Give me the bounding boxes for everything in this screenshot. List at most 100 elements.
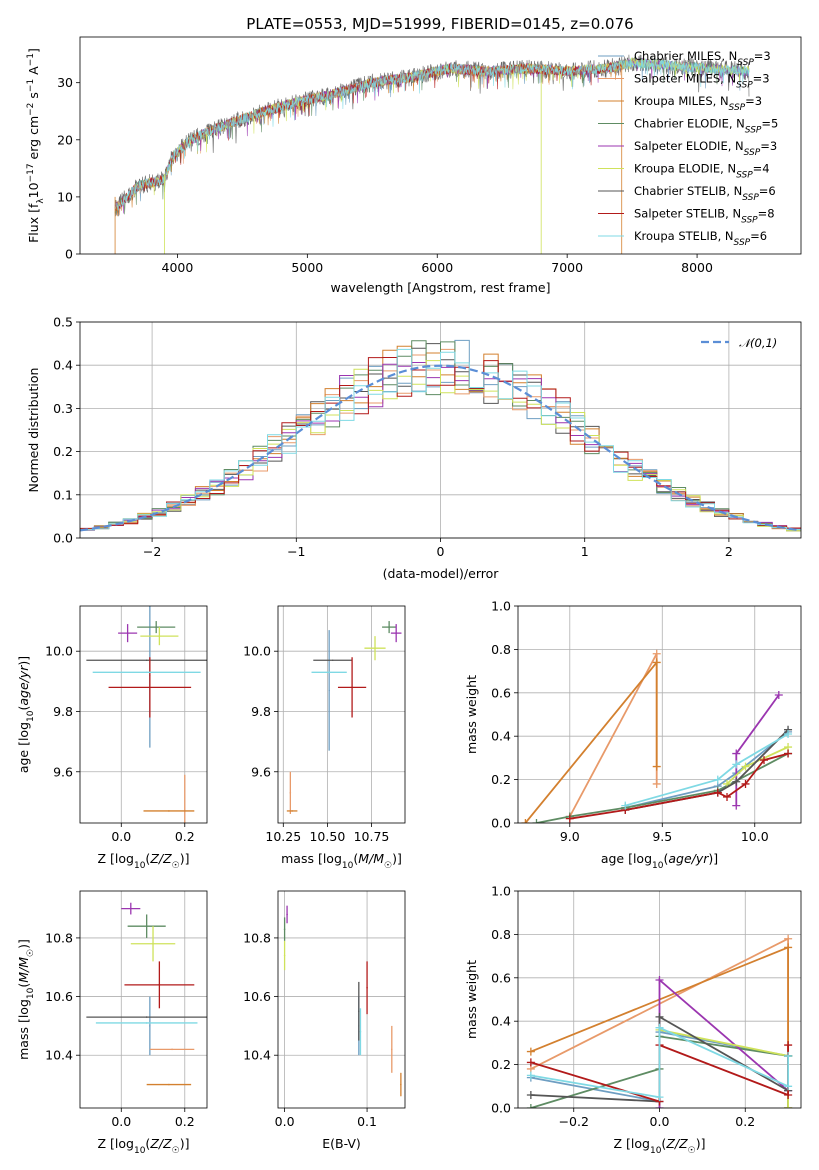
y-tick-label: 0.0 xyxy=(53,531,73,546)
data-point xyxy=(289,792,292,794)
data-point xyxy=(145,659,148,662)
y-tick-label: 0.2 xyxy=(491,772,511,787)
y-tick-label: 0.4 xyxy=(53,358,73,373)
x-tick-label: 4000 xyxy=(162,260,194,275)
spectrum-axes: 4000 5000 6000 7000 8000 0 10 20 30 Chabrier MILE… xyxy=(26,36,802,295)
residuals-plot-area xyxy=(80,339,801,532)
y-tick-label: 20 xyxy=(57,132,73,147)
legend-label: Salpeter STELIB, NSSP=8 xyxy=(634,207,775,226)
y-tick-label: 0.4 xyxy=(491,729,511,744)
x-tick-label: 10.0 xyxy=(741,829,769,844)
data-point xyxy=(149,686,151,689)
x-tick-label: 0 xyxy=(437,544,445,559)
legend-label: Kroupa STELIB, NSSP=6 xyxy=(634,229,767,248)
weight-marker xyxy=(652,658,661,667)
y-axis-label: mass weight xyxy=(464,960,479,1039)
x-tick-label: −1 xyxy=(287,544,305,559)
y-tick-label: 10.4 xyxy=(45,1048,73,1063)
x-tick-label: 0.2 xyxy=(175,1114,195,1129)
x-tick-label: 0.2 xyxy=(735,1114,755,1129)
data-point xyxy=(328,671,330,674)
weight-marker xyxy=(526,1047,535,1056)
y-tick-label: 9.6 xyxy=(251,764,271,779)
x-tick-label: 0.0 xyxy=(275,1114,295,1129)
x-tick-label: −2 xyxy=(143,544,161,559)
weight-marker xyxy=(723,792,732,801)
Z_vs_mass-axes: 0.0 0.2 10.4 10.6 10.8 Z [log10(Z/Z☉)] mass [l… xyxy=(16,890,208,1156)
y-tick-label: 0.5 xyxy=(53,315,73,330)
weight-series-line xyxy=(735,694,780,806)
x-tick-label: 7000 xyxy=(551,260,583,275)
data-point xyxy=(395,632,397,634)
Z_vs_weight-plot-area xyxy=(526,934,793,1108)
age_vs_weight-axes: 9.0 9.5 10.0 0.0 0.2 0.4 0.6 0.8 1.0 age [log10(a… xyxy=(464,599,802,871)
data-point xyxy=(283,928,286,930)
legend-label: 𝒩(0,1) xyxy=(739,336,777,350)
weight-marker xyxy=(741,779,750,788)
legend-label: Chabrier ELODIE, NSSP=5 xyxy=(634,117,778,136)
Z_vs_age-frame xyxy=(79,605,208,824)
weight-marker xyxy=(655,1093,664,1102)
y-tick-label: 10.4 xyxy=(243,1048,271,1063)
weight-marker xyxy=(760,756,769,765)
weight-marker xyxy=(784,1082,793,1091)
y-tick-label: 0.3 xyxy=(53,401,73,416)
data-point xyxy=(145,671,148,674)
y-tick-label: 9.8 xyxy=(53,704,73,719)
data-point xyxy=(145,1022,148,1024)
spectrum-line xyxy=(114,58,750,211)
residual-histogram xyxy=(80,360,801,532)
legend-label: Kroupa ELODIE, NSSP=4 xyxy=(634,162,770,181)
y-tick-label: 0.0 xyxy=(491,1101,511,1116)
y-axis-label: Flux [fλ10−17 erg cm−2 s−1 A−1] xyxy=(26,48,46,243)
weight-marker xyxy=(526,1071,535,1080)
weight-marker xyxy=(732,777,741,786)
x-tick-label: 1 xyxy=(581,544,589,559)
weight-marker xyxy=(532,819,541,823)
ebv_vs_mass-plot-area xyxy=(283,905,402,1097)
legend-label: Chabrier MILES, NSSP=3 xyxy=(634,49,771,68)
weight-marker xyxy=(732,801,741,810)
y-tick-label: 0.1 xyxy=(53,487,73,502)
weight-series-line xyxy=(625,733,789,807)
weight-marker xyxy=(784,943,793,952)
legend-label: Salpeter ELODIE, NSSP=3 xyxy=(634,139,777,158)
data-point xyxy=(158,984,161,986)
x-axis-label: E(B-V) xyxy=(322,1136,361,1151)
y-tick-label: 10 xyxy=(57,189,73,204)
data-point xyxy=(145,925,148,927)
data-point xyxy=(145,1016,148,1018)
data-point xyxy=(358,1010,360,1013)
y-tick-label: 1.0 xyxy=(491,884,511,899)
y-tick-label: 0 xyxy=(65,247,73,262)
mass_vs_age-frame xyxy=(277,605,406,824)
y-tick-label: 0.2 xyxy=(53,444,73,459)
x-axis-label: age [log10(age/yr)] xyxy=(601,851,718,871)
x-tick-label: 9.5 xyxy=(652,829,672,844)
weight-marker xyxy=(784,730,793,739)
weight-marker xyxy=(652,649,661,658)
legend-label: Salpeter MILES, NSSP=3 xyxy=(634,72,770,91)
weight-marker xyxy=(784,1104,793,1108)
y-tick-label: 10.0 xyxy=(243,644,271,659)
weight-marker xyxy=(655,1023,664,1032)
x-tick-label: 10.25 xyxy=(265,829,301,844)
spectrum-plot-area xyxy=(114,54,750,254)
Z_vs_mass-frame xyxy=(79,890,208,1109)
legend-label: Chabrier STELIB, NSSP=6 xyxy=(634,184,776,203)
y-tick-label: 0.0 xyxy=(491,816,511,831)
x-tick-label: 8000 xyxy=(681,260,713,275)
weight-marker xyxy=(784,934,793,943)
data-point xyxy=(374,647,376,649)
weight-series-line xyxy=(530,1026,789,1099)
data-point xyxy=(400,1083,402,1086)
x-axis-label: wavelength [Angstrom, rest frame] xyxy=(330,280,550,295)
data-point xyxy=(126,632,129,634)
y-axis-label: mass weight xyxy=(464,675,479,754)
spectrum-frame xyxy=(79,36,802,255)
weight-marker xyxy=(655,1012,664,1021)
weight-marker xyxy=(732,749,741,758)
weight-marker xyxy=(526,1058,535,1067)
y-tick-label: 0.2 xyxy=(491,1057,511,1072)
